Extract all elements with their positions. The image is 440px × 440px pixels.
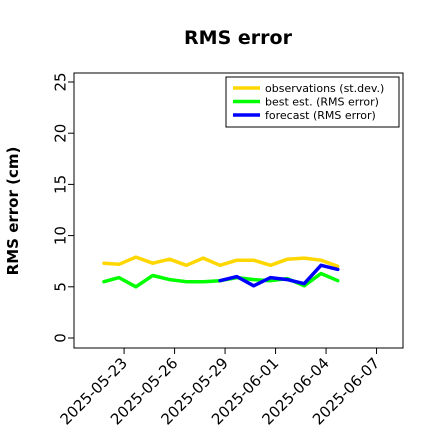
series-line xyxy=(218,263,340,288)
legend-label: forecast (RMS error) xyxy=(265,109,376,122)
chart-title: RMS error xyxy=(184,27,293,49)
legend-label: observations (st.dev.) xyxy=(265,82,384,95)
plot-area xyxy=(102,255,340,289)
x-axis: 2025-05-232025-05-262025-05-292025-06-01… xyxy=(57,348,383,428)
series-line xyxy=(102,255,340,269)
legend: observations (st.dev.)best est. (RMS err… xyxy=(225,76,400,128)
y-tick-label: 0 xyxy=(51,333,69,343)
y-tick-label: 15 xyxy=(51,175,69,194)
y-axis-label: RMS error (cm) xyxy=(4,147,22,276)
plot-frame xyxy=(73,72,404,349)
y-tick-label: 20 xyxy=(51,124,69,143)
y-tick-label: 25 xyxy=(51,72,69,91)
legend-label: best est. (RMS error) xyxy=(265,96,379,109)
y-tick-label: 10 xyxy=(51,226,69,245)
y-axis: 0 5 10 15 20 25 xyxy=(51,72,74,343)
y-tick-label: 5 xyxy=(51,282,69,292)
